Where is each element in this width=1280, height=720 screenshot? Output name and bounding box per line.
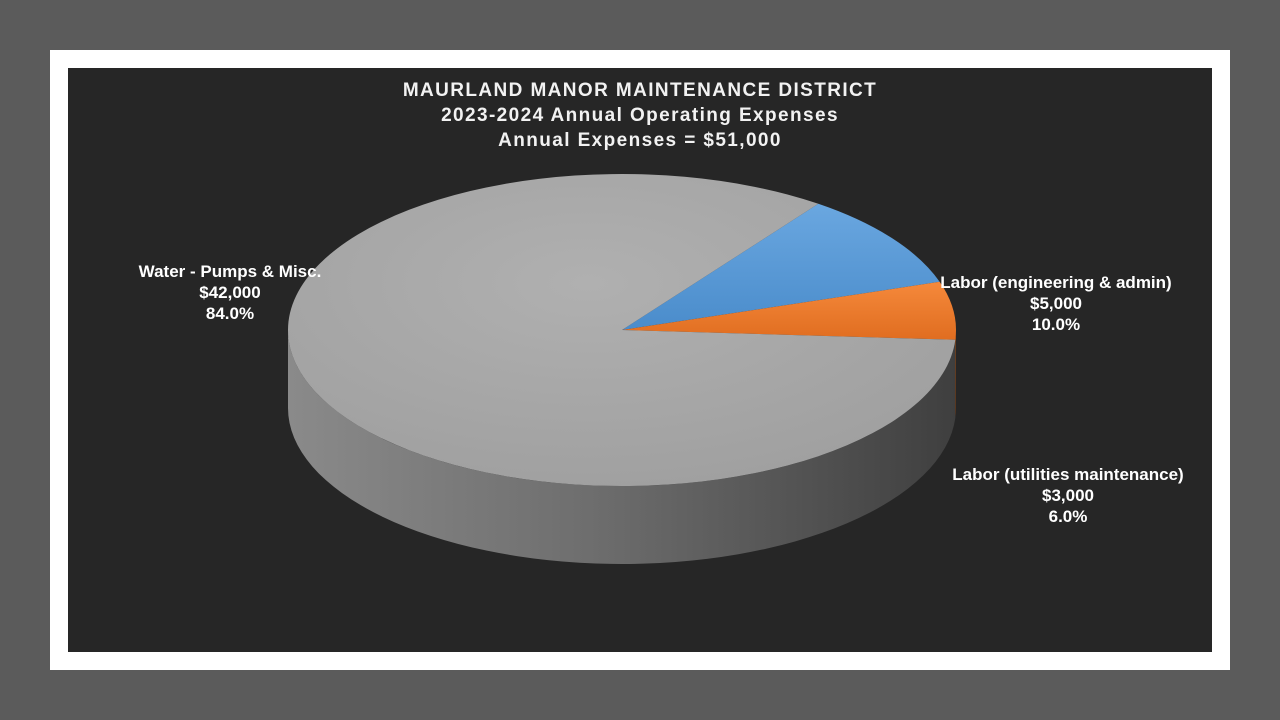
slice-label-utilities-value: $3,000 bbox=[1042, 486, 1094, 505]
slice-label-engineering-value: $5,000 bbox=[1030, 294, 1082, 313]
slice-label-engineering-name: Labor (engineering & admin) bbox=[940, 273, 1172, 292]
chart-title: MAURLAND MANOR MAINTENANCE DISTRICT bbox=[402, 80, 878, 101]
slice-label-engineering-pct: 10.0% bbox=[1031, 315, 1081, 334]
slice-label-water-name: Water - Pumps & Misc. bbox=[138, 262, 322, 281]
pie-sides bbox=[288, 330, 957, 565]
pie-slice-utilities bbox=[622, 281, 957, 340]
slice-label-engineering: Labor (engineering & admin) $5,000 10.0% bbox=[926, 272, 1186, 335]
chart-subtitle: 2023-2024 Annual Operating Expenses bbox=[441, 105, 839, 126]
pie-side-utilities bbox=[955, 330, 957, 418]
chart-subtitle-total: Annual Expenses = $51,000 bbox=[498, 130, 782, 151]
slice-label-utilities: Labor (utilities maintenance) $3,000 6.0… bbox=[936, 464, 1200, 527]
slice-label-water-pct: 84.0% bbox=[205, 304, 255, 323]
pie-slice-water bbox=[288, 174, 956, 486]
pie-slice-engineering bbox=[622, 203, 940, 330]
slide-frame: MAURLAND MANOR MAINTENANCE DISTRICT 2023… bbox=[50, 50, 1230, 670]
slice-label-utilities-name: Labor (utilities maintenance) bbox=[952, 465, 1184, 484]
chart-title-block: MAURLAND MANOR MAINTENANCE DISTRICT 2023… bbox=[68, 78, 1212, 153]
pie-chart bbox=[288, 174, 957, 565]
slice-label-utilities-pct: 6.0% bbox=[1048, 507, 1088, 526]
pie-side-water bbox=[288, 330, 956, 565]
slice-label-water-value: $42,000 bbox=[199, 283, 261, 302]
slice-label-water: Water - Pumps & Misc. $42,000 84.0% bbox=[110, 261, 350, 324]
pie-tops bbox=[288, 174, 957, 486]
chart-area: MAURLAND MANOR MAINTENANCE DISTRICT 2023… bbox=[68, 68, 1212, 652]
